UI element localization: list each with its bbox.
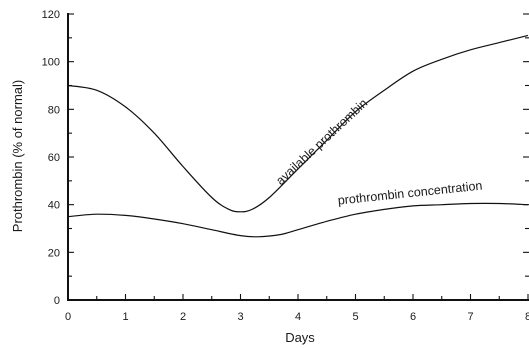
x-tick-label: 1 bbox=[122, 311, 128, 323]
x-tick-label: 3 bbox=[237, 311, 243, 323]
x-tick-label: 5 bbox=[352, 311, 358, 323]
y-tick-label: 120 bbox=[42, 9, 60, 21]
x-tick-label: 0 bbox=[65, 311, 71, 323]
available-prothrombin-label: available prothrombin bbox=[273, 96, 370, 188]
prothrombin-concentration-line bbox=[67, 202, 529, 238]
y-tick-label: 20 bbox=[48, 247, 60, 259]
available-prothrombin-line bbox=[67, 34, 529, 213]
x-axis-ticks: 0 1 2 3 4 5 6 7 8 bbox=[65, 294, 529, 323]
y-axis-ticks: 0 20 40 60 80 100 120 bbox=[42, 9, 529, 307]
x-tick-label: 2 bbox=[180, 311, 186, 323]
x-axis-title: Days bbox=[285, 330, 315, 345]
y-tick-label: 80 bbox=[48, 104, 60, 116]
y-axis-title: Prothrombin (% of normal) bbox=[10, 80, 25, 232]
y-tick-label: 0 bbox=[54, 295, 60, 307]
y-tick-label: 40 bbox=[48, 200, 60, 212]
x-tick-label: 6 bbox=[410, 311, 416, 323]
y-tick-label: 100 bbox=[42, 57, 60, 69]
x-tick-label: 8 bbox=[525, 311, 529, 323]
x-tick-label: 4 bbox=[295, 311, 301, 323]
y-tick-label: 60 bbox=[48, 152, 60, 164]
x-tick-label: 7 bbox=[467, 311, 473, 323]
series-layer bbox=[67, 34, 529, 238]
